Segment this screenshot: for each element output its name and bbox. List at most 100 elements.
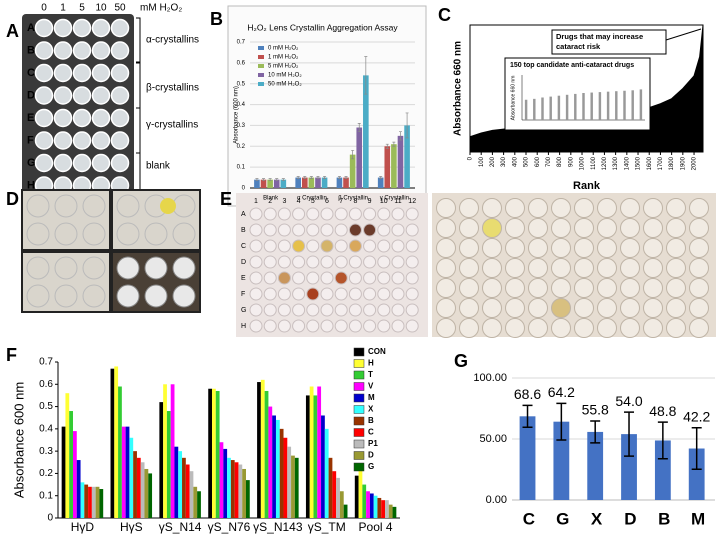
data-label: 54.0 [615, 393, 642, 409]
x-tick-label: γS_N76 [208, 520, 251, 534]
well [666, 318, 686, 338]
y-axis-label: Absorbance 660 nm [453, 41, 464, 136]
bar [280, 179, 287, 188]
well [348, 319, 362, 333]
well [144, 222, 168, 246]
well [53, 153, 73, 173]
bar [80, 482, 85, 518]
well [110, 131, 130, 150]
well [249, 223, 263, 237]
column-label: 11 [394, 198, 401, 205]
data-label: 42.2 [683, 408, 710, 424]
bar [377, 177, 384, 188]
data-label: 55.8 [582, 402, 609, 418]
inset-bar [623, 90, 626, 120]
error-bar [255, 178, 259, 182]
well [263, 303, 277, 317]
bar [159, 402, 164, 518]
well [405, 319, 419, 333]
row-label: G [27, 157, 36, 169]
y-tick-label: 0.3 [39, 446, 53, 457]
plate-photo [22, 14, 134, 198]
bar [166, 411, 171, 518]
well [405, 271, 419, 285]
well [292, 255, 306, 269]
well [574, 198, 594, 218]
y-tick-label: 0 [242, 186, 246, 192]
well [505, 298, 525, 318]
bar [121, 426, 126, 518]
legend-swatch [353, 416, 365, 426]
well [551, 318, 571, 338]
well-highlight [160, 198, 176, 214]
well [34, 41, 54, 60]
x-tick-label: HγD [71, 520, 95, 534]
well [505, 278, 525, 298]
well [459, 278, 479, 298]
well [482, 278, 502, 298]
bar [163, 384, 167, 518]
legend-swatch [353, 347, 365, 357]
well [689, 218, 709, 238]
bar [362, 484, 367, 518]
bracket [136, 62, 141, 109]
inset-bar [565, 94, 569, 120]
well [597, 278, 617, 298]
well [72, 63, 92, 83]
bar [144, 468, 149, 518]
inset-bar [533, 98, 536, 120]
legend-label: 10 mM H₂O₂ [268, 73, 302, 79]
error-bar [275, 178, 279, 182]
bar [254, 179, 260, 188]
x-tick-label: 1700 [658, 156, 664, 170]
well [277, 207, 291, 221]
legend-label: T [368, 370, 373, 379]
well [334, 319, 348, 333]
well [505, 318, 525, 338]
well [391, 303, 405, 317]
well [116, 256, 140, 280]
well [26, 194, 50, 218]
error-bar [309, 176, 313, 179]
x-tick-label: B [658, 509, 670, 528]
well [263, 255, 277, 269]
bar [118, 386, 122, 518]
well [505, 218, 525, 238]
bar [110, 368, 115, 518]
well [334, 239, 348, 253]
row-label: F [241, 291, 245, 298]
legend-swatch [353, 462, 365, 472]
well [436, 218, 456, 238]
well [377, 319, 391, 333]
x-tick-label: 900 [568, 156, 574, 167]
well [405, 207, 419, 221]
bar [170, 384, 175, 518]
well [172, 256, 196, 280]
bar [343, 177, 349, 188]
well [620, 218, 640, 238]
well [363, 303, 377, 317]
data-label: 68.6 [514, 386, 541, 402]
well [666, 258, 686, 278]
x-tick-label: Pool 4 [359, 520, 393, 534]
row-label: E [241, 275, 246, 282]
well [597, 238, 617, 258]
x-tick-label: 400 [512, 156, 518, 167]
bar [260, 379, 265, 518]
x-tick-label: 500 [524, 156, 530, 167]
x-tick-label: γS_N14 [159, 520, 202, 534]
bar [279, 428, 284, 518]
well [348, 207, 362, 221]
well [91, 131, 111, 150]
bar [257, 382, 261, 518]
bar [84, 484, 89, 518]
bar [363, 75, 369, 188]
inset-bar [639, 89, 643, 120]
well [405, 223, 419, 237]
column-label: 4 [297, 198, 301, 205]
y-tick-label: 0.6 [39, 379, 53, 390]
well [405, 255, 419, 269]
well [72, 131, 92, 150]
well [482, 238, 502, 258]
